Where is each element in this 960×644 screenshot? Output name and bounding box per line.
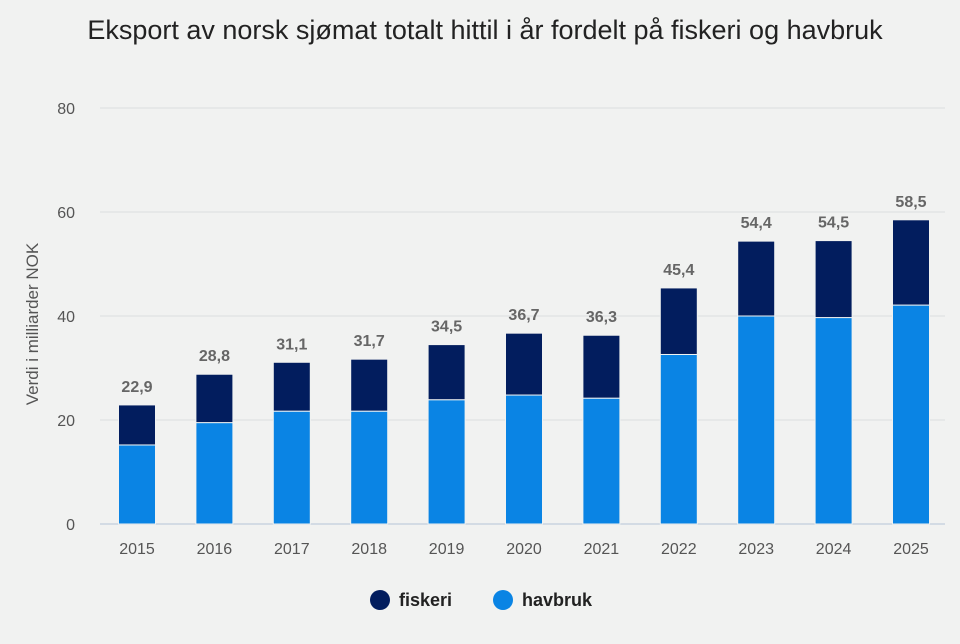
y-axis-label: Verdi i milliarder NOK bbox=[23, 242, 42, 405]
x-tick-label: 2023 bbox=[738, 541, 774, 558]
bar-havbruk-2023 bbox=[737, 315, 776, 525]
chart-title: Eksport av norsk sjømat totalt hittil i … bbox=[87, 15, 883, 45]
bar-fiskeri-2016 bbox=[195, 373, 234, 424]
legend-label-havbruk: havbruk bbox=[522, 590, 593, 610]
data-label: 36,3 bbox=[586, 309, 617, 326]
y-tick-label: 40 bbox=[57, 309, 75, 326]
bar-havbruk-2018 bbox=[350, 410, 389, 525]
x-tick-label: 2015 bbox=[119, 541, 155, 558]
bar-fiskeri-2017 bbox=[272, 361, 311, 412]
y-tick-label: 0 bbox=[66, 517, 75, 534]
data-label: 31,7 bbox=[354, 333, 385, 350]
bar-fiskeri-2020 bbox=[505, 332, 543, 396]
x-tick-label: 2016 bbox=[197, 541, 233, 558]
bar-havbruk-2016 bbox=[195, 422, 234, 525]
y-tick-label: 80 bbox=[57, 101, 75, 118]
bar-fiskeri-2022 bbox=[659, 287, 698, 355]
data-label: 34,5 bbox=[431, 319, 462, 336]
bar-fiskeri-2021 bbox=[582, 334, 621, 399]
bar-havbruk-2019 bbox=[427, 399, 466, 525]
y-tick-label: 60 bbox=[57, 205, 75, 222]
x-tick-label: 2024 bbox=[816, 541, 852, 558]
data-label: 54,4 bbox=[741, 215, 772, 232]
y-tick-label: 20 bbox=[57, 413, 75, 430]
bar-fiskeri-2024 bbox=[814, 240, 853, 319]
data-label: 31,1 bbox=[276, 336, 307, 353]
x-tick-label: 2025 bbox=[893, 541, 929, 558]
x-tick-label: 2022 bbox=[661, 541, 697, 558]
data-label: 45,4 bbox=[663, 262, 694, 279]
data-label: 54,5 bbox=[818, 215, 849, 232]
bar-havbruk-2015 bbox=[118, 444, 156, 525]
data-label: 28,8 bbox=[199, 348, 230, 365]
data-label: 22,9 bbox=[121, 379, 152, 396]
bar-fiskeri-2023 bbox=[737, 240, 776, 317]
data-label: 58,5 bbox=[895, 194, 926, 211]
legend-label-fiskeri: fiskeri bbox=[399, 590, 452, 610]
bar-fiskeri-2019 bbox=[427, 344, 466, 401]
x-tick-label: 2021 bbox=[584, 541, 620, 558]
data-label: 36,7 bbox=[508, 307, 539, 324]
bar-havbruk-2021 bbox=[582, 397, 621, 525]
x-tick-label: 2019 bbox=[429, 541, 465, 558]
x-tick-label: 2020 bbox=[506, 541, 542, 558]
x-tick-label: 2017 bbox=[274, 541, 310, 558]
bar-havbruk-2025 bbox=[892, 304, 930, 525]
x-tick-label: 2018 bbox=[351, 541, 387, 558]
bar-fiskeri-2025 bbox=[892, 219, 930, 306]
bar-havbruk-2022 bbox=[659, 353, 698, 525]
legend-marker-fiskeri bbox=[370, 590, 390, 610]
bar-havbruk-2017 bbox=[272, 410, 311, 525]
bar-fiskeri-2015 bbox=[118, 404, 156, 446]
bar-havbruk-2024 bbox=[814, 317, 853, 525]
legend-marker-havbruk bbox=[493, 590, 513, 610]
bar-havbruk-2020 bbox=[505, 394, 543, 525]
bar-fiskeri-2018 bbox=[350, 358, 389, 412]
